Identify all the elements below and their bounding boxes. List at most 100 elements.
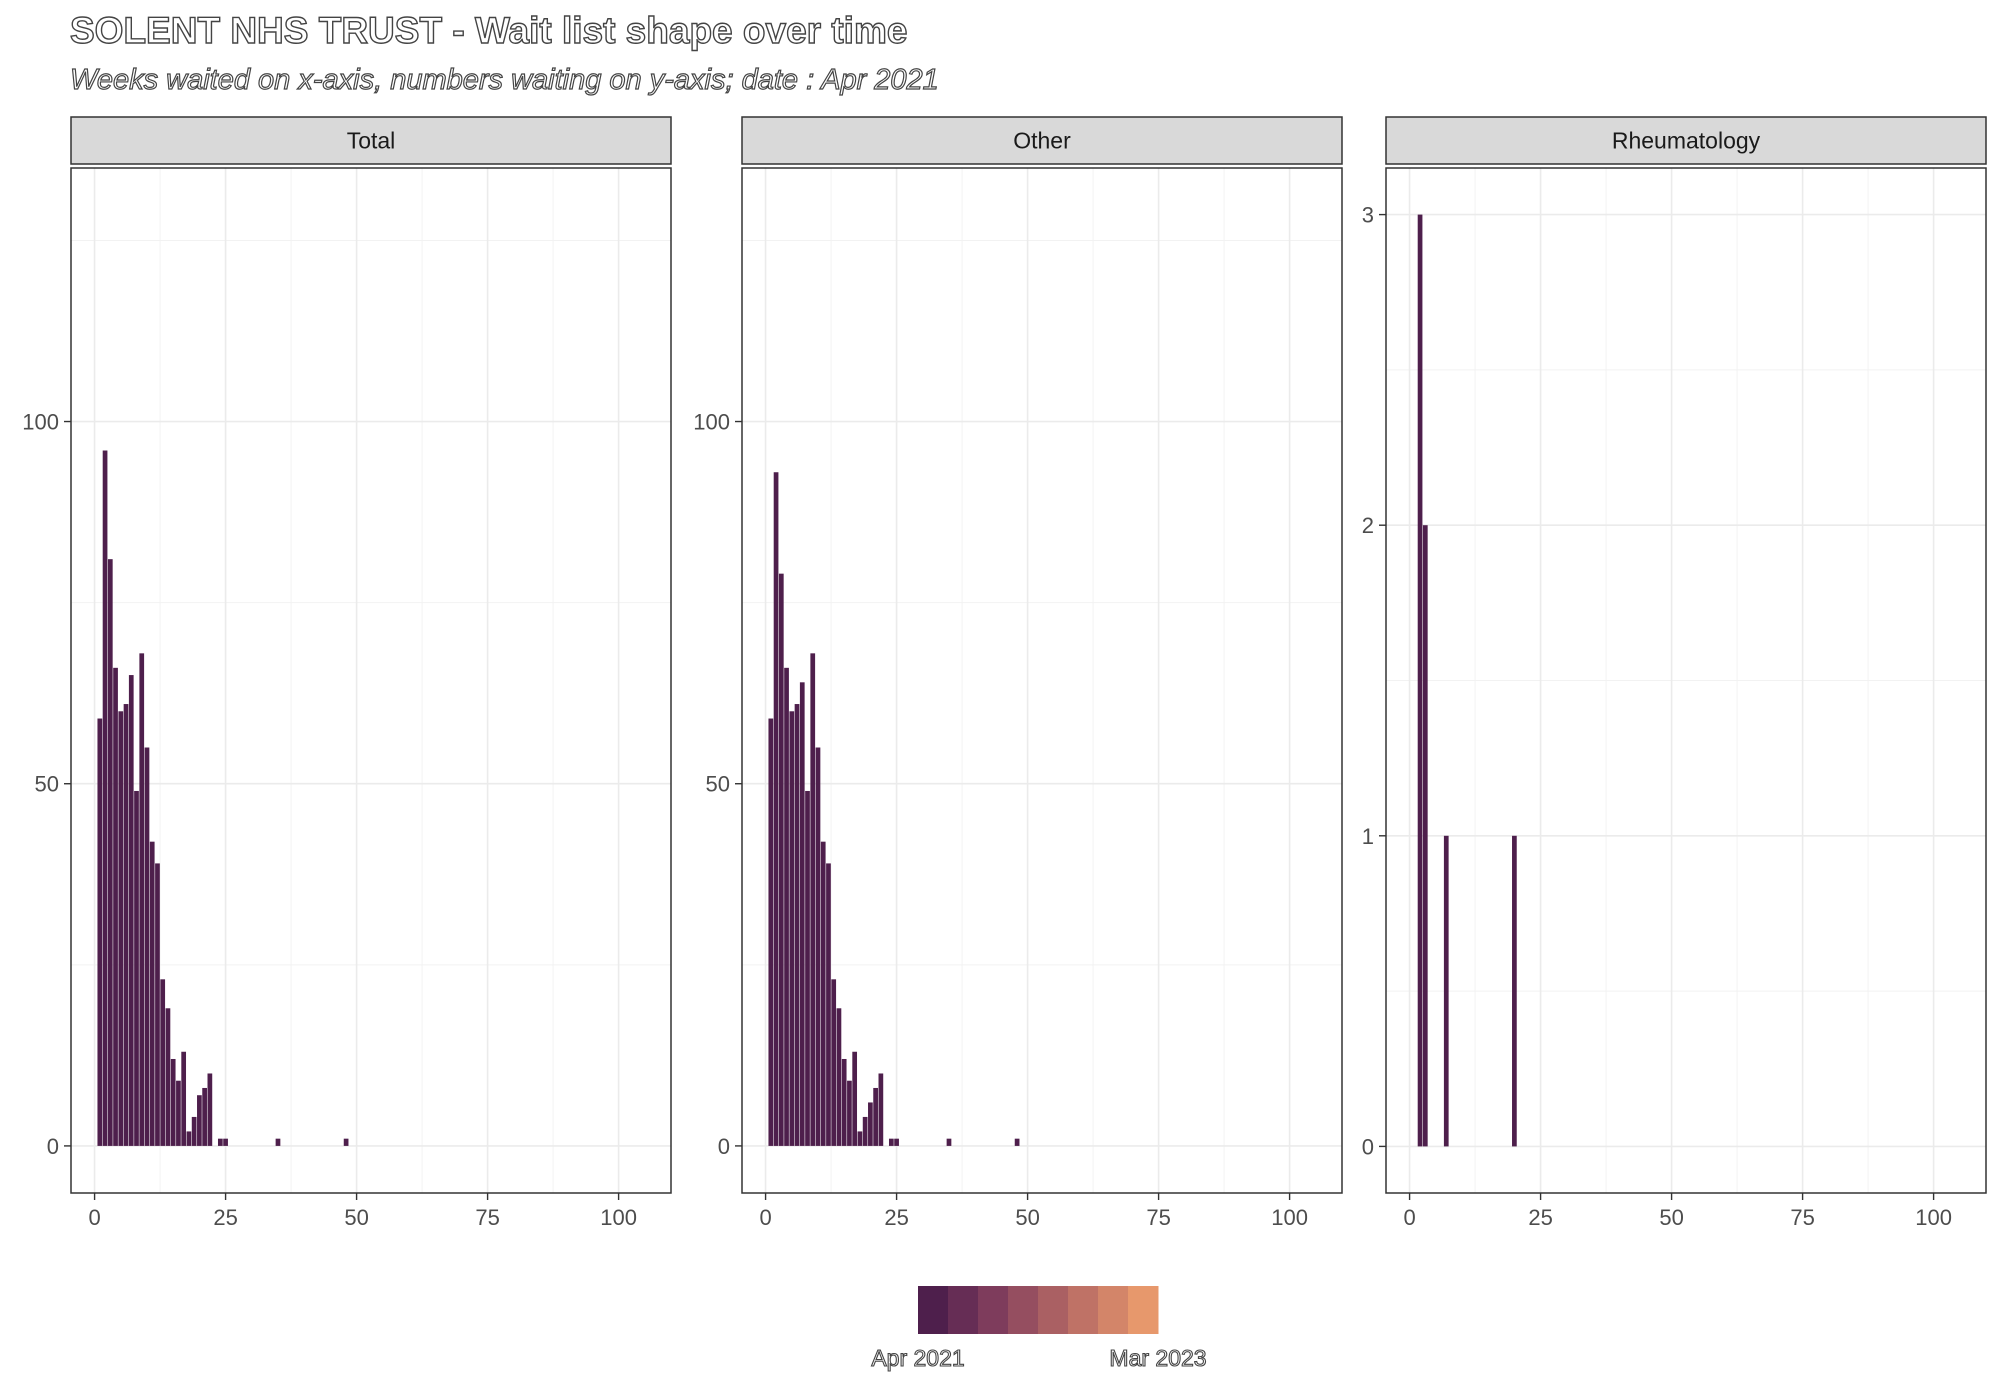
x-tick-label: 50 — [1659, 1205, 1683, 1230]
x-tick-label: 75 — [1146, 1205, 1170, 1230]
x-tick-label: 50 — [1015, 1205, 1039, 1230]
bar — [1014, 1138, 1020, 1146]
chart-subtitle: Weeks waited on x-axis, numbers waiting … — [69, 63, 939, 96]
bar — [217, 1138, 223, 1146]
bar — [768, 718, 774, 1146]
bar — [820, 841, 826, 1146]
bar — [275, 1138, 281, 1146]
x-tick-label: 0 — [759, 1205, 771, 1230]
y-tick-label: 50 — [35, 772, 59, 797]
plot-background — [71, 168, 671, 1193]
bar — [207, 1073, 213, 1146]
bar — [946, 1138, 952, 1146]
bar — [841, 1058, 847, 1146]
bar — [784, 667, 789, 1146]
bar — [102, 450, 108, 1146]
y-tick-label: 100 — [693, 410, 730, 435]
bar — [97, 718, 103, 1146]
bar — [831, 979, 837, 1146]
bar — [894, 1138, 899, 1146]
panel-total: Total 0 25 50 75 100 0 50 100 — [22, 116, 672, 1230]
bar — [343, 1138, 349, 1146]
bar — [836, 1008, 842, 1146]
bar — [1422, 525, 1428, 1147]
panel-border — [70, 167, 672, 1194]
bar — [1512, 835, 1517, 1147]
panel-border — [741, 167, 1343, 1194]
bar — [123, 704, 129, 1146]
bar — [815, 747, 821, 1146]
legend-swatch — [978, 1286, 1009, 1334]
bar — [1417, 214, 1423, 1147]
legend: Apr 2021 Mar 2023 — [871, 1286, 1207, 1372]
bar — [852, 1051, 858, 1146]
panel-other: Other 0 25 50 75 100 0 50 100 — [693, 116, 1343, 1230]
y-tick-label: 1 — [1362, 824, 1374, 849]
panel-border — [1385, 167, 1987, 1194]
bar — [160, 979, 166, 1146]
bar — [155, 863, 160, 1146]
x-tick-label: 75 — [475, 1205, 499, 1230]
legend-swatch — [918, 1286, 949, 1334]
bar — [186, 1131, 192, 1146]
bar — [789, 711, 795, 1146]
plot-background — [742, 168, 1342, 1193]
legend-label-high: Mar 2023 — [1109, 1345, 1206, 1371]
x-tick-label: 100 — [1271, 1205, 1308, 1230]
bar — [191, 1116, 197, 1146]
chart-title: SOLENT NHS TRUST - Wait list shape over … — [69, 9, 908, 51]
bar — [202, 1087, 207, 1146]
bar — [197, 1095, 202, 1146]
x-tick-label: 100 — [1915, 1205, 1952, 1230]
y-tick-label: 3 — [1362, 203, 1374, 228]
bar — [778, 573, 784, 1146]
x-tick-label: 25 — [1528, 1205, 1552, 1230]
x-tick-label: 25 — [884, 1205, 908, 1230]
bar — [805, 790, 810, 1146]
facet-label: Other — [1013, 128, 1071, 154]
bar — [868, 1102, 873, 1146]
bar — [878, 1073, 884, 1146]
bar — [170, 1058, 176, 1146]
bar — [826, 863, 831, 1146]
bar — [181, 1051, 187, 1146]
bar — [107, 559, 113, 1146]
legend-swatch — [948, 1286, 979, 1334]
y-tick-label: 50 — [706, 772, 730, 797]
bar — [799, 682, 805, 1146]
bar — [134, 790, 139, 1146]
y-tick-label: 0 — [47, 1134, 59, 1159]
bar — [139, 653, 145, 1146]
facet-label: Rheumatology — [1612, 128, 1761, 154]
x-tick-label: 0 — [1403, 1205, 1415, 1230]
bar — [118, 711, 124, 1146]
bar — [873, 1087, 878, 1146]
bar — [847, 1080, 852, 1146]
bar — [149, 841, 155, 1146]
bar — [223, 1138, 228, 1146]
bar — [810, 653, 816, 1146]
y-tick-label: 0 — [718, 1134, 730, 1159]
x-tick-label: 25 — [213, 1205, 237, 1230]
x-tick-label: 50 — [344, 1205, 368, 1230]
bar — [128, 675, 134, 1146]
legend-swatch — [1098, 1286, 1129, 1334]
legend-swatch — [1008, 1286, 1039, 1334]
facet-label: Total — [347, 128, 396, 154]
bar — [773, 472, 779, 1146]
facet-strip — [741, 116, 1343, 165]
bar — [888, 1138, 894, 1146]
x-tick-label: 75 — [1790, 1205, 1814, 1230]
y-tick-label: 0 — [1362, 1134, 1374, 1159]
bar — [113, 667, 118, 1146]
y-tick-label: 2 — [1362, 513, 1374, 538]
bar — [857, 1131, 863, 1146]
bar — [862, 1116, 868, 1146]
legend-label-low: Apr 2021 — [871, 1345, 964, 1371]
facet-strip — [70, 116, 672, 165]
x-tick-label: 0 — [88, 1205, 100, 1230]
x-tick-label: 100 — [600, 1205, 637, 1230]
panel-rheumatology: Rheumatology 0 25 50 75 100 0 1 2 3 — [1362, 116, 1987, 1230]
legend-swatch — [1038, 1286, 1069, 1334]
